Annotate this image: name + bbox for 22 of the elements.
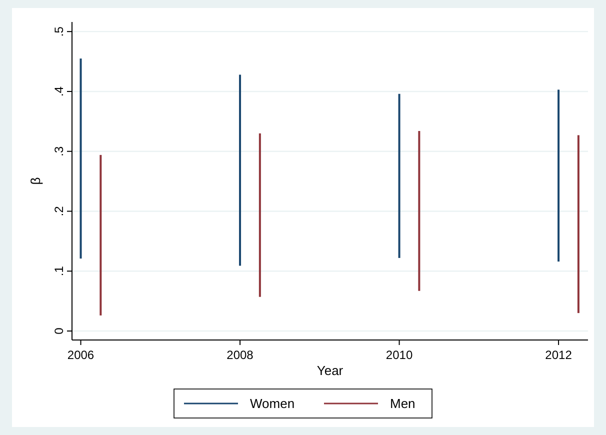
legend-label: Men (390, 396, 416, 411)
y-tick-label: .5 (52, 26, 66, 37)
x-tick-label: 2010 (386, 348, 413, 362)
y-tick-label: .1 (52, 266, 66, 276)
x-tick-label: 2008 (226, 348, 254, 362)
x-tick-label: 2012 (545, 348, 572, 362)
x-tick-label: 2006 (67, 348, 94, 362)
bar (80, 58, 82, 259)
y-tick-label: .2 (52, 206, 66, 216)
y-axis-title: β (28, 177, 43, 185)
bar (398, 94, 400, 258)
bar (558, 90, 560, 262)
y-tick-label: .4 (52, 86, 66, 96)
bar (239, 74, 242, 266)
bar (418, 130, 420, 291)
y-tick-label: .3 (52, 146, 66, 156)
bar (577, 135, 580, 314)
y-tick-label: 0 (52, 327, 66, 334)
x-axis-title: Year (316, 363, 344, 378)
legend-label: Women (250, 396, 295, 411)
bar (258, 133, 261, 297)
bar (100, 154, 102, 316)
